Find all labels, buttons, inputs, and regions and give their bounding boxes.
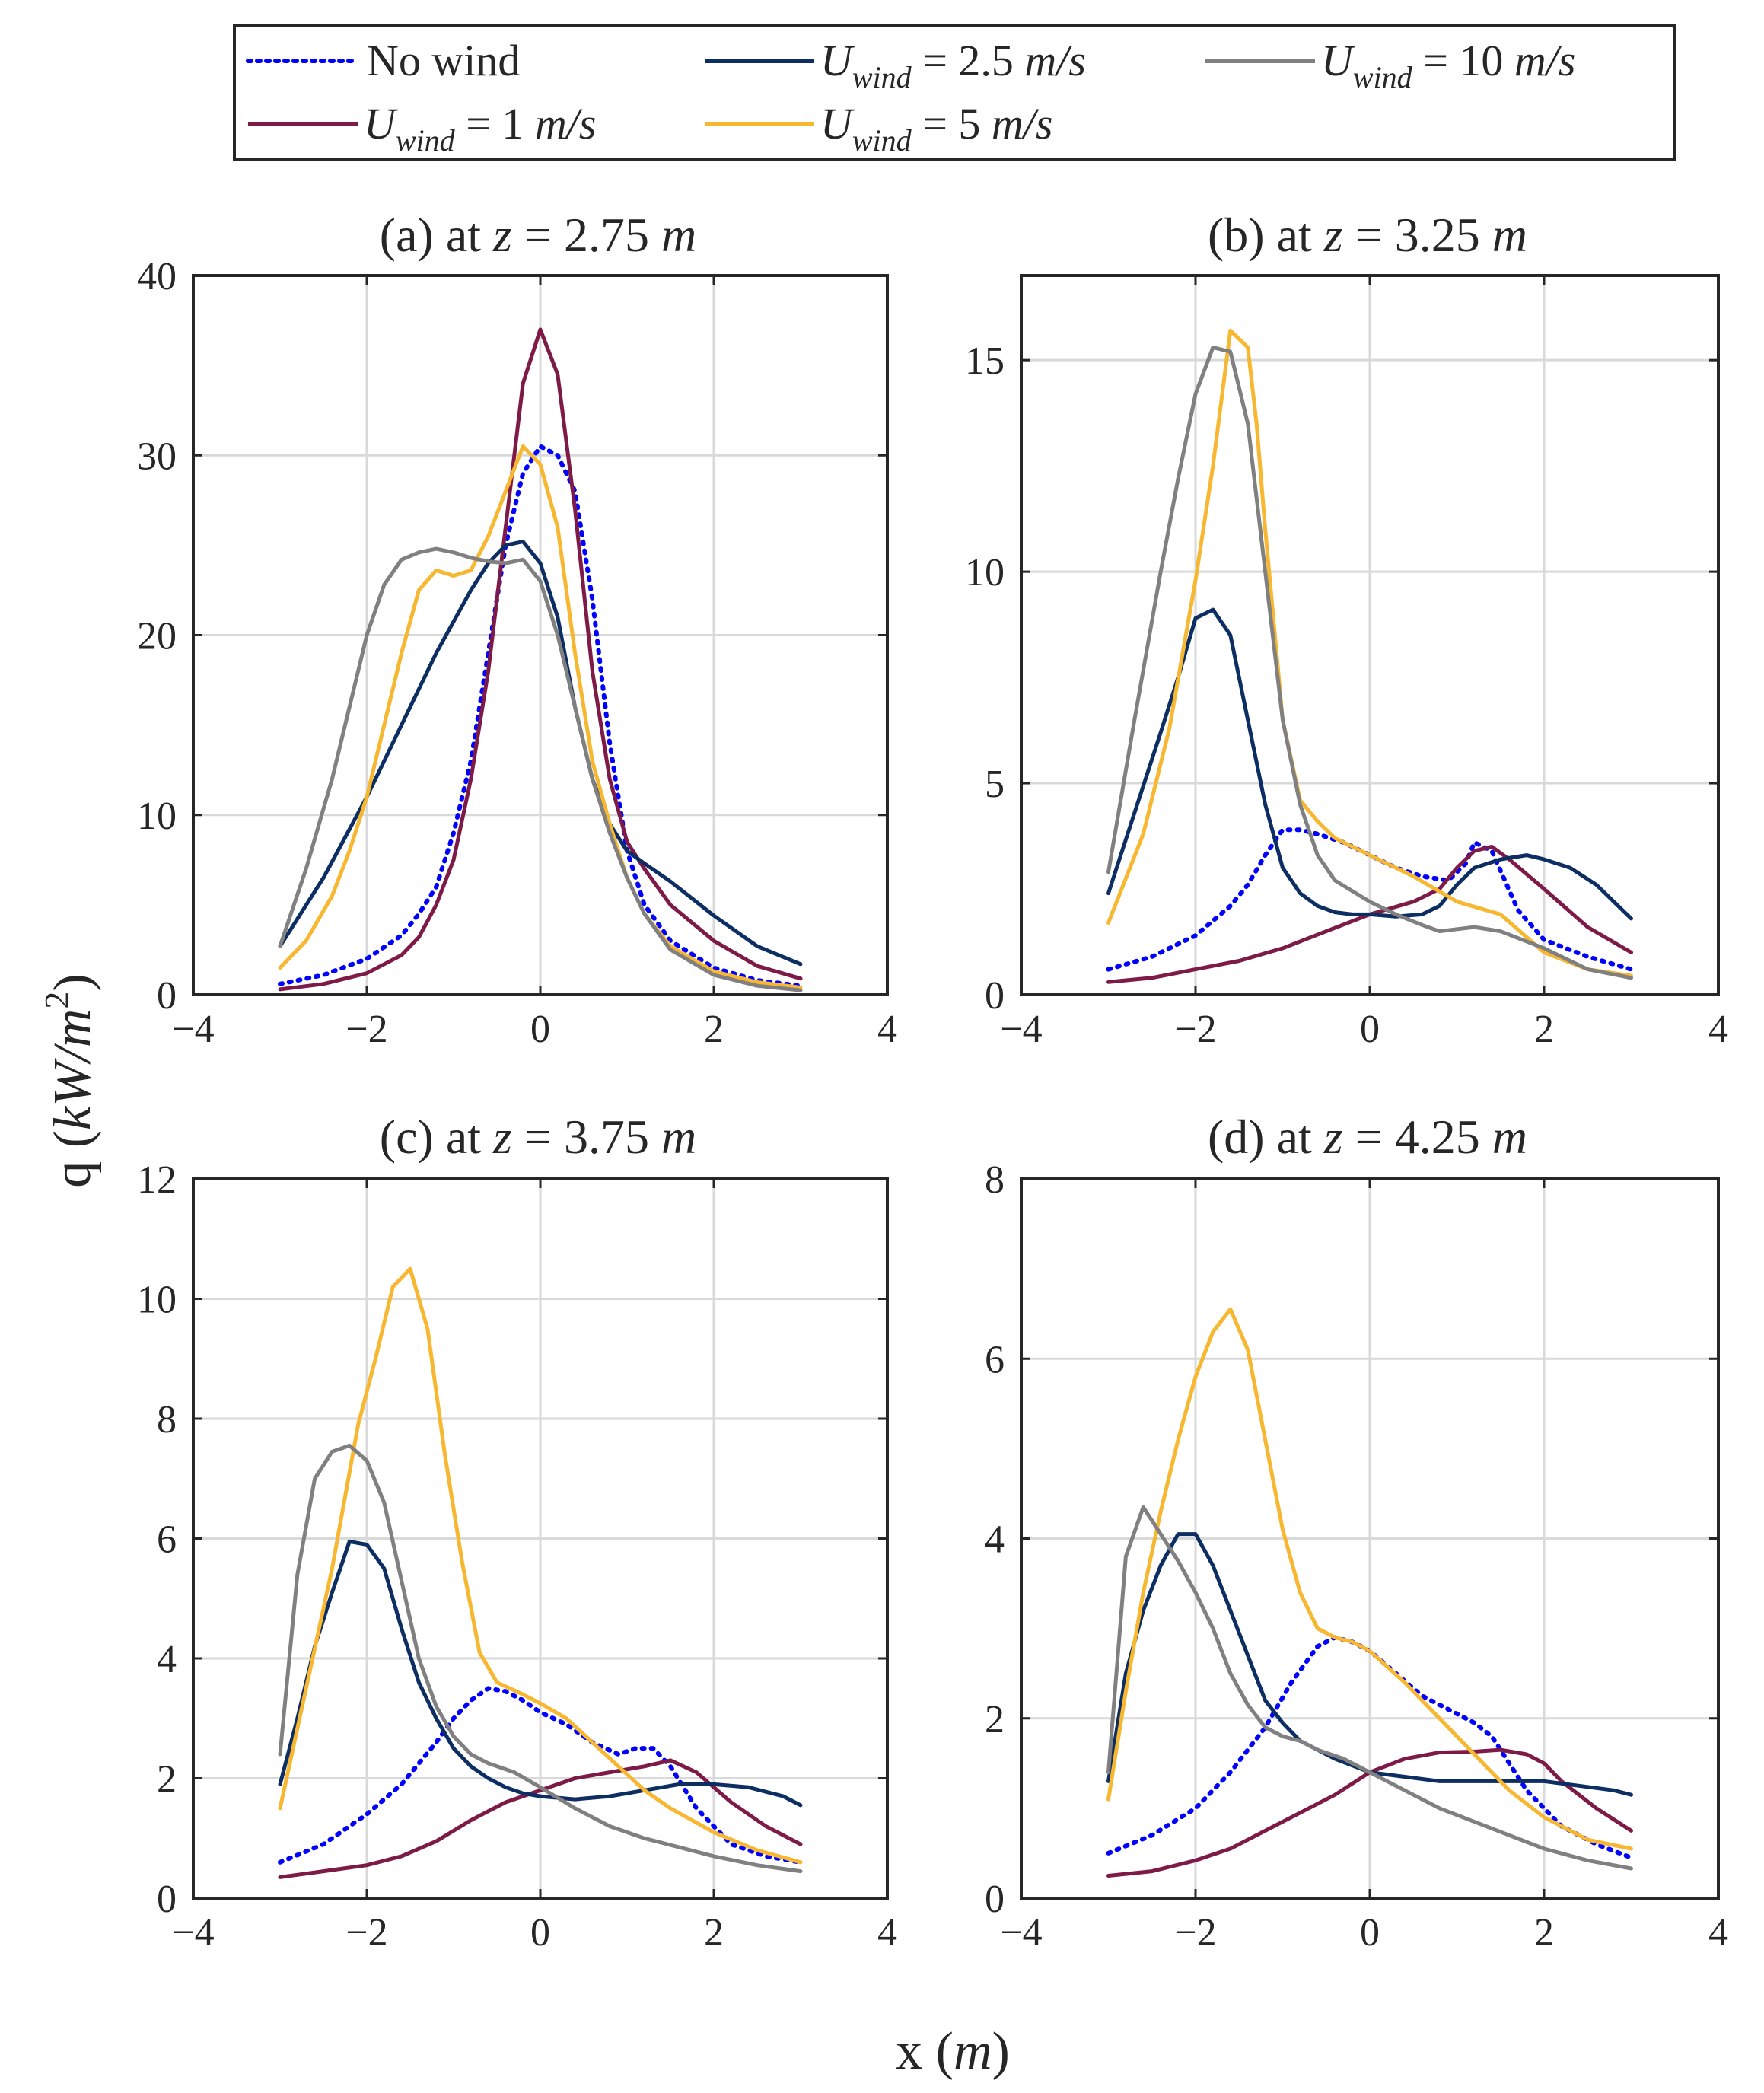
legend-entry-u10: Uwind = 10 m/s bbox=[1205, 36, 1575, 94]
x-tick-label: 0 bbox=[1360, 1008, 1380, 1051]
ticks-c: −4 −2 0 2 4 0 2 4 6 8 10 12 bbox=[137, 1158, 897, 1954]
x-tick-label: 2 bbox=[1534, 1008, 1554, 1051]
y-tick-label: 40 bbox=[137, 255, 177, 298]
series-line-u25-c bbox=[278, 1539, 803, 1808]
legend-label-u1: Uwind = 1 m/s bbox=[364, 99, 596, 158]
series-line-u5-d bbox=[1106, 1307, 1633, 1851]
panel-title-c: (c) at z = 3.75 m bbox=[380, 1110, 696, 1164]
series-line-no-wind-c bbox=[278, 1686, 803, 1865]
y-axis-label: q (kW/m2) bbox=[37, 973, 102, 1188]
panel-title-d: (d) at z = 4.25 m bbox=[1208, 1110, 1527, 1164]
x-tick-label: −2 bbox=[1174, 1008, 1216, 1051]
x-tick-label: 4 bbox=[877, 1008, 897, 1051]
series-group-b bbox=[1106, 328, 1634, 984]
y-tick-label: 4 bbox=[157, 1638, 177, 1681]
panel-d: −4 −2 0 2 4 0 2 4 6 8 bbox=[985, 1158, 1728, 1954]
x-tick-label: 0 bbox=[530, 1911, 550, 1954]
ticks-d: −4 −2 0 2 4 0 2 4 6 8 bbox=[985, 1158, 1728, 1954]
x-axis-label: x (m) bbox=[896, 2022, 1010, 2081]
legend-entry-u5: Uwind = 5 m/s bbox=[705, 99, 1052, 158]
y-tick-label: 5 bbox=[985, 763, 1005, 806]
legend-entry-u25: Uwind = 2.5 m/s bbox=[705, 36, 1086, 94]
panel-title-a: (a) at z = 2.75 m bbox=[380, 208, 696, 262]
y-tick-label: 8 bbox=[985, 1158, 1005, 1202]
series-line-u1-c bbox=[278, 1758, 803, 1879]
y-tick-label: 20 bbox=[137, 615, 177, 658]
y-tick-label: 8 bbox=[157, 1398, 177, 1442]
x-tick-label: −4 bbox=[172, 1008, 214, 1051]
x-tick-label: 0 bbox=[1360, 1911, 1380, 1954]
y-tick-label: 10 bbox=[137, 795, 177, 838]
panel-c: −4 −2 0 2 4 0 2 4 6 8 10 12 bbox=[137, 1158, 897, 1954]
panel-b: −4 −2 0 2 4 0 5 10 15 bbox=[965, 274, 1728, 1051]
series-line-u25-a bbox=[278, 540, 803, 967]
legend-label-u5: Uwind = 5 m/s bbox=[820, 99, 1052, 158]
y-tick-label: 4 bbox=[985, 1518, 1005, 1562]
legend: No wind Uwind = 1 m/s Uwind = 2.5 m/s Uw… bbox=[233, 24, 1676, 161]
y-tick-label: 0 bbox=[985, 974, 1005, 1018]
series-group-c bbox=[278, 1266, 803, 1879]
x-tick-label: 2 bbox=[704, 1008, 724, 1051]
series-line-u25-b bbox=[1106, 607, 1633, 921]
x-tick-label: −4 bbox=[1000, 1008, 1042, 1051]
x-tick-label: 2 bbox=[1534, 1911, 1554, 1954]
x-tick-label: −2 bbox=[345, 1008, 387, 1051]
series-line-u5-c bbox=[278, 1266, 803, 1865]
series-group-a bbox=[278, 327, 803, 992]
series-line-u10-b bbox=[1106, 346, 1633, 980]
series-line-u10-d bbox=[1106, 1505, 1633, 1871]
y-tick-label: 30 bbox=[137, 435, 177, 478]
y-tick-label: 2 bbox=[157, 1758, 177, 1802]
ticks-b: −4 −2 0 2 4 0 5 10 15 bbox=[965, 276, 1728, 1051]
x-tick-label: 4 bbox=[1708, 1911, 1728, 1954]
y-tick-label: 10 bbox=[965, 551, 1005, 594]
x-tick-label: −2 bbox=[1174, 1911, 1216, 1954]
series-line-u1-d bbox=[1106, 1747, 1633, 1878]
y-tick-label: 2 bbox=[985, 1698, 1005, 1741]
legend-label-u10: Uwind = 10 m/s bbox=[1321, 36, 1575, 94]
legend-entry-no-wind: No wind bbox=[246, 36, 520, 85]
y-tick-label: 12 bbox=[137, 1158, 177, 1202]
x-tick-label: −2 bbox=[345, 1911, 387, 1954]
series-group-d bbox=[1106, 1307, 1634, 1878]
series-line-u1-b bbox=[1106, 844, 1633, 984]
legend-entry-u1: Uwind = 1 m/s bbox=[248, 99, 596, 158]
series-line-u10-a bbox=[278, 546, 803, 992]
y-tick-label: 15 bbox=[965, 339, 1005, 383]
y-tick-label: 10 bbox=[137, 1279, 177, 1322]
x-tick-label: −4 bbox=[172, 1911, 214, 1954]
x-tick-label: 2 bbox=[704, 1911, 724, 1954]
legend-label-no-wind: No wind bbox=[367, 36, 520, 85]
panel-title-b: (b) at z = 3.25 m bbox=[1208, 208, 1527, 262]
legend-box bbox=[233, 24, 1676, 161]
x-tick-label: 4 bbox=[877, 1911, 897, 1954]
y-tick-label: 0 bbox=[157, 1878, 177, 1921]
x-tick-label: −4 bbox=[1000, 1911, 1042, 1954]
series-line-u10-c bbox=[278, 1443, 803, 1874]
legend-label-u25: Uwind = 2.5 m/s bbox=[820, 36, 1086, 94]
x-tick-label: 4 bbox=[1708, 1008, 1728, 1051]
y-tick-label: 6 bbox=[985, 1338, 1005, 1381]
y-tick-label: 0 bbox=[157, 974, 177, 1018]
y-tick-label: 6 bbox=[157, 1518, 177, 1562]
x-tick-label: 0 bbox=[530, 1008, 550, 1051]
series-line-u1-a bbox=[278, 327, 803, 992]
y-tick-label: 0 bbox=[985, 1878, 1005, 1921]
series-line-no-wind-a bbox=[278, 444, 803, 989]
